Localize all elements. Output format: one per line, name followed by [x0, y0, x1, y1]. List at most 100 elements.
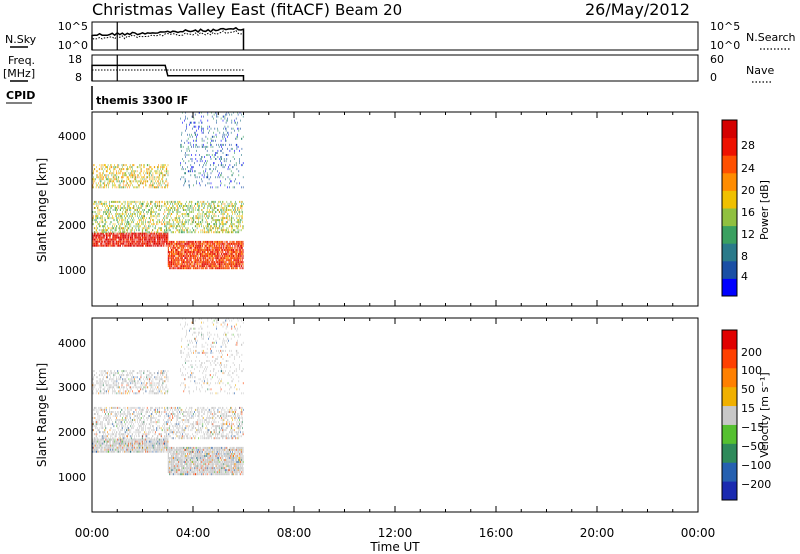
velocity-cell: [126, 448, 127, 451]
power-cell: [133, 205, 135, 207]
power-cell: [218, 231, 219, 234]
velocity-cell: [120, 448, 121, 451]
velocity-cell: [119, 448, 121, 451]
power-cell: [222, 267, 224, 270]
power-cell: [186, 127, 187, 130]
power-cell: [210, 127, 212, 130]
power-cell: [107, 234, 108, 237]
power-cell: [117, 166, 119, 169]
power-cell: [171, 249, 173, 251]
power-cell: [203, 265, 204, 268]
power-cell: [110, 221, 112, 224]
power-cell: [153, 182, 155, 185]
power-cell: [236, 137, 238, 140]
velocity-cell: [102, 438, 103, 441]
power-cell: [168, 246, 169, 249]
power-cell: [220, 117, 222, 120]
power-cell: [231, 119, 233, 122]
power-cell: [167, 234, 169, 237]
power-cell: [102, 178, 103, 181]
power-cell: [220, 156, 221, 158]
power-cell: [139, 225, 140, 228]
power-cell: [140, 213, 141, 215]
power-cell: [193, 265, 195, 268]
power-cell: [193, 215, 194, 218]
power-cell: [167, 209, 168, 211]
power-colorbar-frame: [721, 119, 738, 297]
power-cell: [162, 180, 163, 183]
power-cell: [186, 263, 188, 266]
power-cell: [190, 121, 192, 124]
power-cell: [142, 242, 144, 245]
power-cell: [226, 253, 228, 255]
power-cell: [205, 184, 206, 187]
power-cell: [222, 115, 224, 118]
power-cell: [144, 234, 145, 237]
power-cell: [216, 267, 217, 270]
velocity-cell: [128, 440, 129, 443]
power-cell: [127, 231, 128, 234]
power-cell: [211, 211, 213, 213]
velocity-cell: [98, 438, 99, 441]
velocity-cell: [102, 442, 104, 445]
power-cell: [221, 202, 222, 205]
power-cell: [97, 176, 98, 179]
power-cell: [152, 240, 153, 243]
power-cell: [222, 240, 223, 243]
power-cell: [113, 205, 115, 207]
power-cell: [206, 172, 208, 175]
power-cell: [105, 227, 106, 230]
power-cell: [193, 117, 195, 120]
power-cell: [177, 253, 179, 255]
power-cell: [107, 178, 109, 181]
power-cell: [200, 229, 202, 232]
power-cell: [119, 213, 121, 215]
power-cell: [237, 257, 239, 260]
power-cell: [129, 232, 131, 235]
power-cell: [170, 255, 171, 257]
power-cell: [199, 160, 201, 163]
power-cell: [237, 249, 238, 251]
power-cell: [186, 265, 187, 268]
power-cell: [96, 238, 97, 241]
power-cell: [97, 236, 99, 239]
power-cell: [179, 240, 180, 243]
power-cell: [205, 257, 206, 260]
power-cell: [156, 172, 157, 175]
power-cell: [103, 232, 104, 235]
power-cell: [124, 234, 125, 237]
power-cell: [108, 227, 109, 230]
power-cell: [189, 121, 191, 124]
power-cell: [207, 125, 209, 128]
power-cell: [133, 172, 135, 175]
power-cell: [129, 209, 130, 211]
power-cell: [117, 200, 118, 203]
power-cell: [215, 176, 216, 179]
power-cell: [185, 205, 186, 207]
power-cell: [196, 182, 197, 185]
power-cell: [231, 251, 233, 253]
power-cell: [213, 246, 214, 249]
power-cell: [115, 184, 116, 187]
power-cell: [229, 205, 231, 207]
power-cell: [206, 257, 208, 260]
power-cell: [164, 170, 166, 173]
power-cell: [119, 213, 120, 215]
power-cell: [237, 225, 239, 228]
power-cell: [178, 263, 180, 266]
power-cell: [135, 236, 137, 239]
power-cell: [209, 223, 210, 226]
power-cell: [122, 229, 124, 232]
power-cell: [177, 242, 179, 245]
beam-title: Beam 20: [335, 1, 402, 19]
power-cell: [222, 147, 223, 150]
power-cell: [230, 147, 232, 150]
power-cell: [148, 172, 150, 175]
power-cell: [146, 244, 147, 247]
power-cell: [153, 186, 155, 189]
power-cell: [114, 168, 116, 171]
power-cell: [242, 263, 244, 266]
power-cell: [187, 251, 188, 253]
power-cell: [226, 257, 228, 260]
power-cell: [140, 166, 142, 169]
